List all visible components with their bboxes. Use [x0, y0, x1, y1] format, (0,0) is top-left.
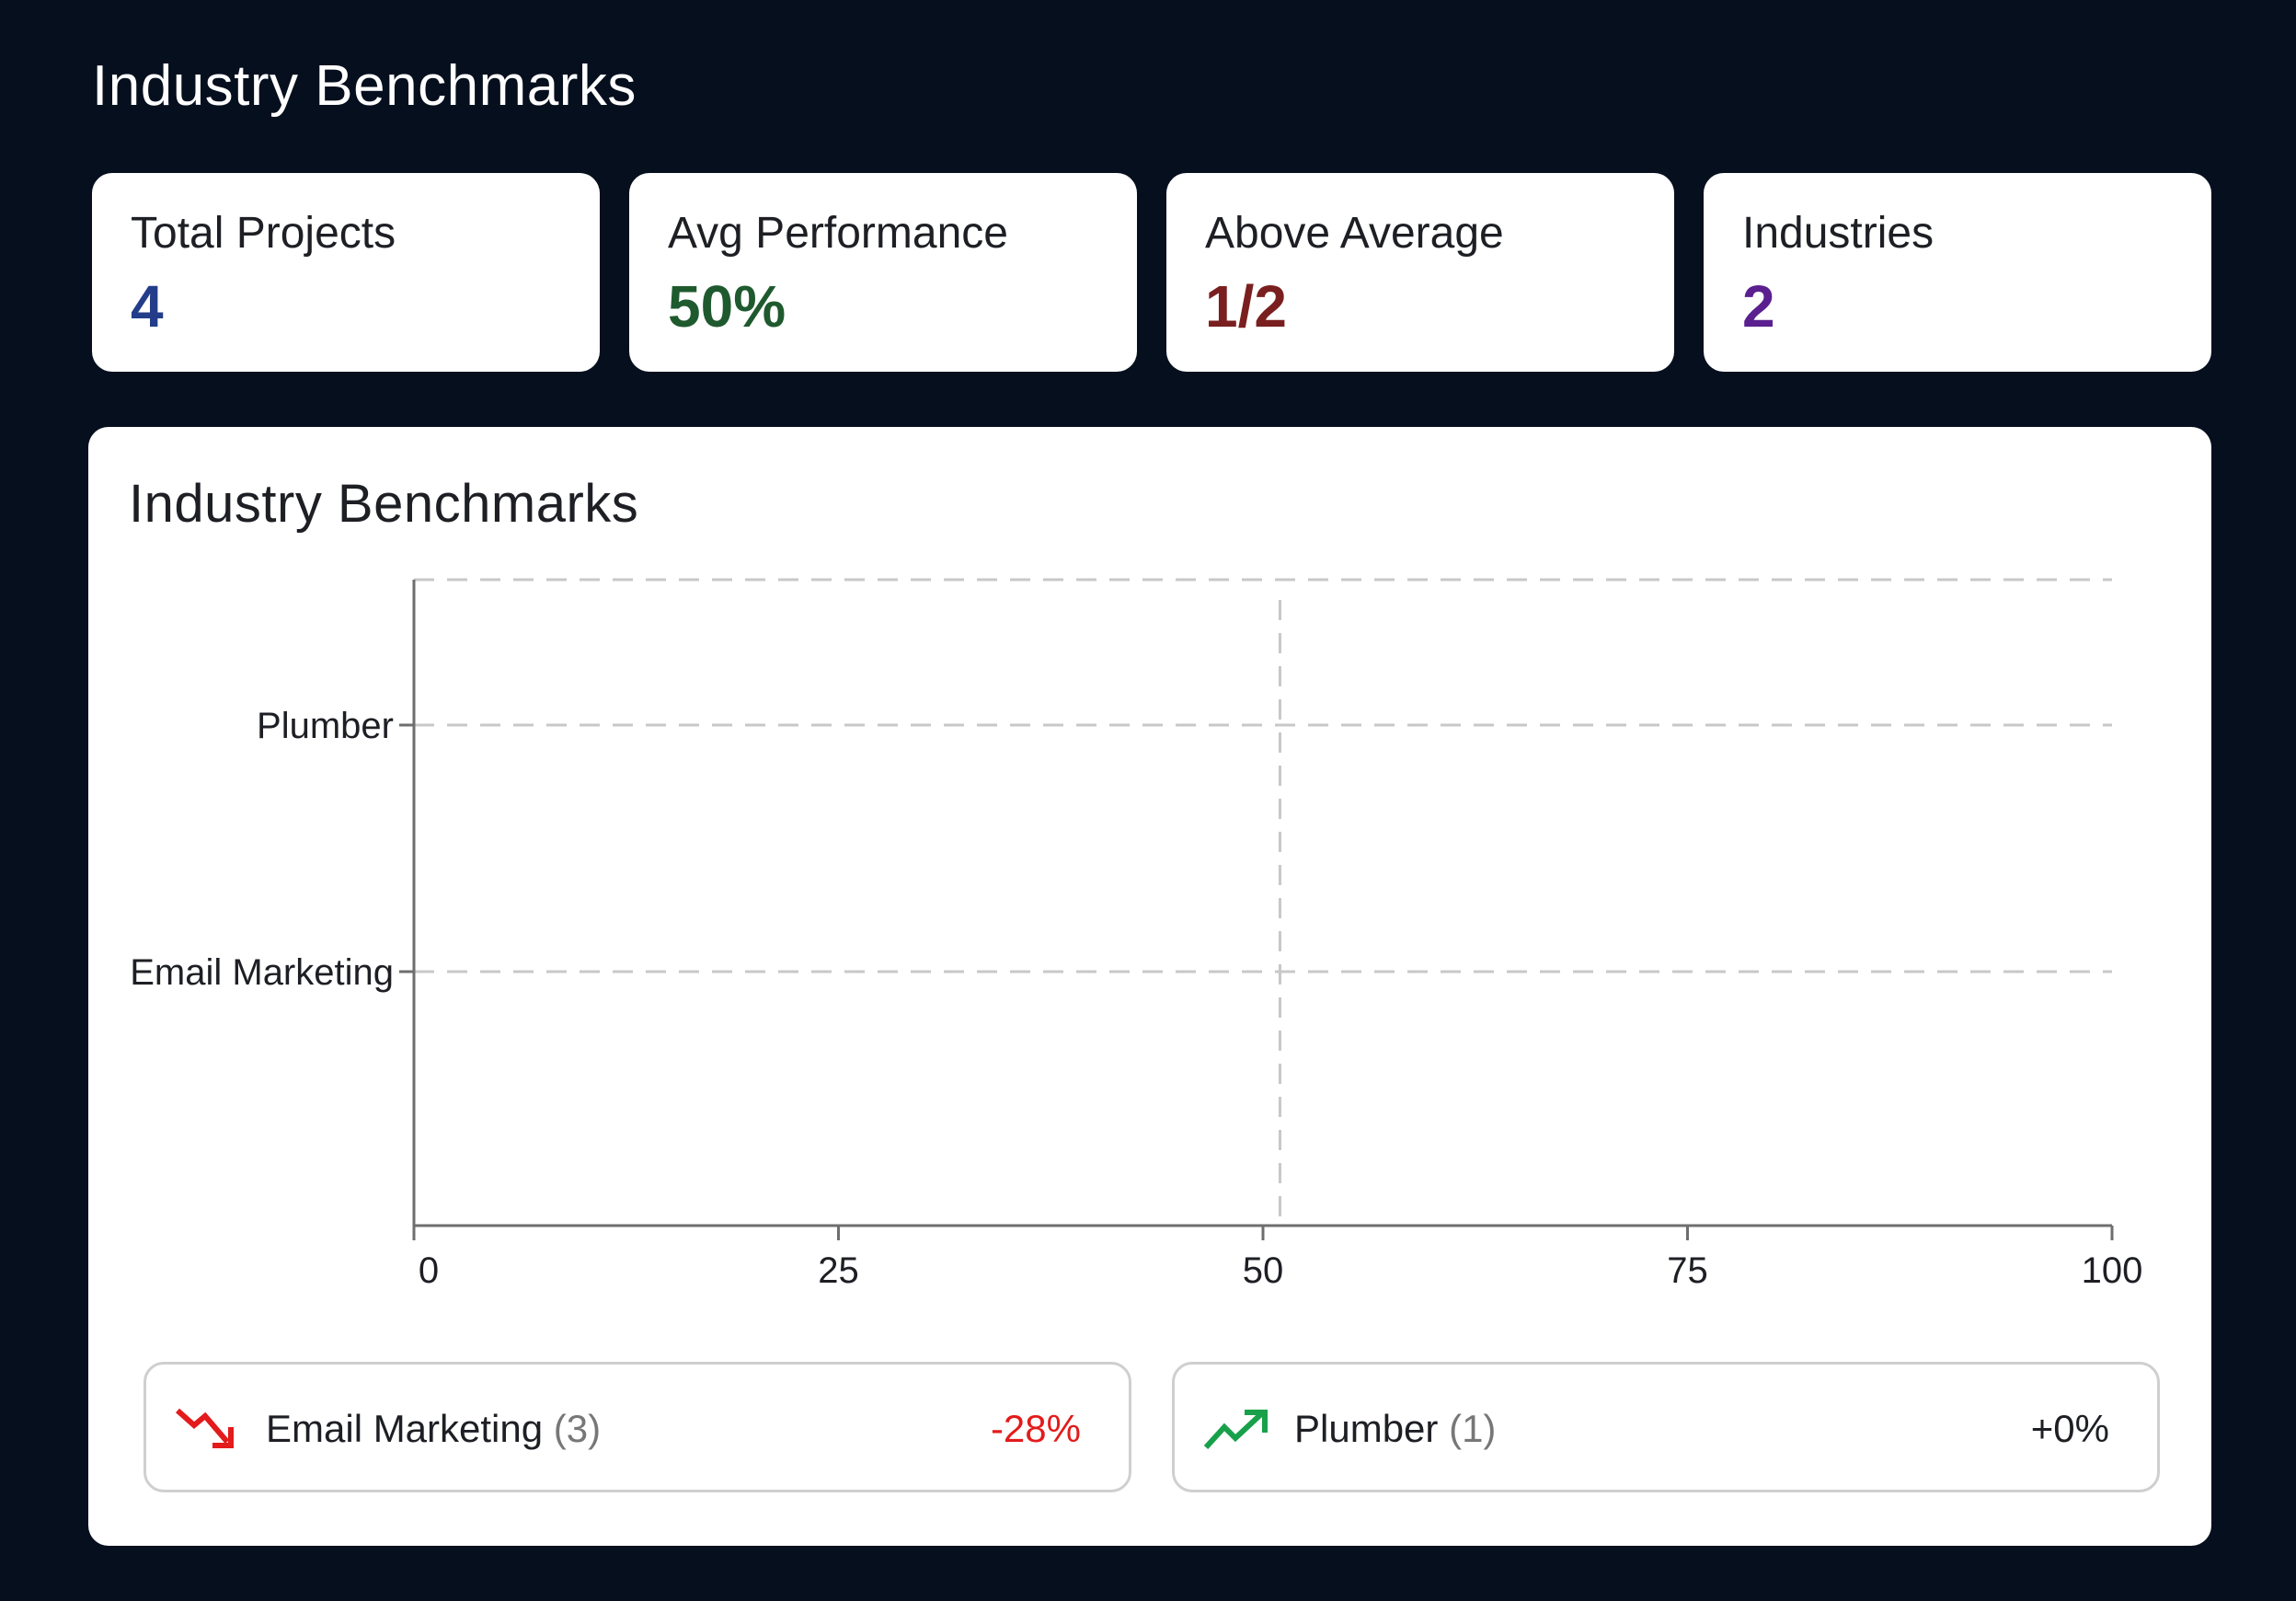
stat-card-industries: Industries 2 [1704, 173, 2211, 372]
x-tick-label: 0 [419, 1250, 439, 1291]
page-title: Industry Benchmarks [92, 54, 637, 118]
change-percent: +0% [2030, 1407, 2109, 1450]
project-count: (3) [553, 1407, 602, 1450]
stat-value: 1/2 [1205, 273, 1287, 340]
industry-name: Email Marketing [266, 1407, 544, 1450]
trending-up-icon [1203, 1410, 1268, 1450]
stat-label: Total Projects [131, 209, 396, 258]
industry-name: Plumber [1294, 1407, 1439, 1450]
stat-label: Industries [1742, 209, 1934, 258]
stat-card-total-projects: Total Projects 4 [92, 173, 600, 372]
y-tick-label: Plumber [257, 706, 394, 746]
stat-label: Avg Performance [668, 209, 1008, 258]
y-tick-label: Email Marketing [130, 952, 394, 993]
summary-name: Email Marketing (3) [266, 1407, 601, 1451]
change-percent: -28% [990, 1407, 1081, 1450]
trending-down-icon [176, 1408, 234, 1448]
x-tick-label: 25 [818, 1250, 859, 1291]
stat-value: 4 [131, 273, 164, 340]
stat-value: 2 [1742, 273, 1775, 340]
project-count: (1) [1449, 1407, 1497, 1450]
x-tick-label: 75 [1667, 1250, 1708, 1291]
benchmark-chart: Plumber Email Marketing 0 25 50 75 100 [130, 578, 2143, 1291]
x-tick-label: 50 [1243, 1250, 1284, 1291]
benchmark-chart-panel: Industry Benchmarks Plumber Email Marketi… [88, 427, 2211, 1546]
panel-title: Industry Benchmarks [129, 474, 639, 534]
stat-label: Above Average [1205, 209, 1504, 258]
summary-card-email-marketing[interactable]: Email Marketing (3) -28% [144, 1362, 1131, 1492]
stat-value: 50% [668, 273, 786, 340]
stat-card-above-average: Above Average 1/2 [1166, 173, 1674, 372]
summary-name: Plumber (1) [1294, 1407, 1496, 1451]
stat-card-avg-performance: Avg Performance 50% [629, 173, 1137, 372]
x-tick-label: 100 [2082, 1250, 2143, 1291]
summary-card-plumber[interactable]: Plumber (1) +0% [1172, 1362, 2160, 1492]
